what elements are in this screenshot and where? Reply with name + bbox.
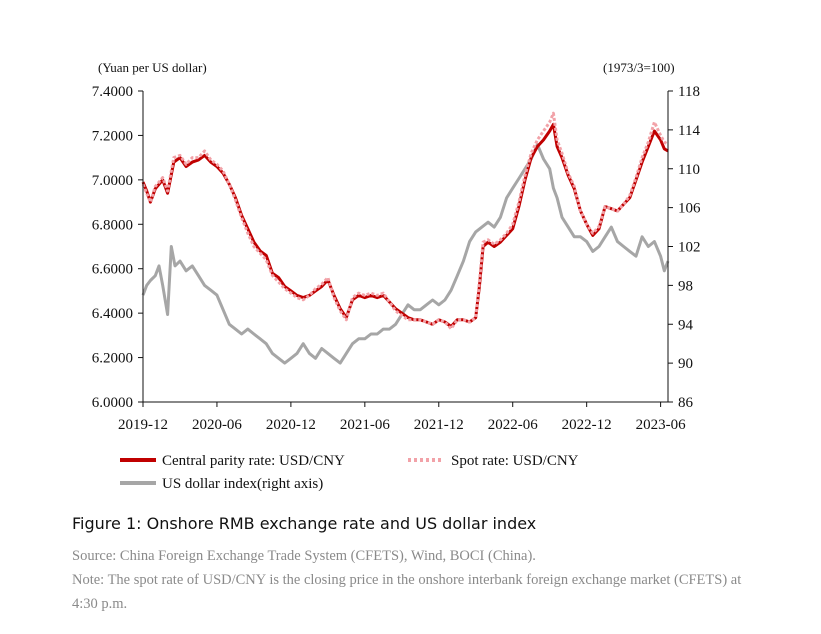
chart: (Yuan per US dollar) (1973/3=100) 7.4000… (92, 60, 701, 492)
left-tick-label: 6.6000 (92, 262, 133, 278)
spot-rate-line (141, 111, 669, 331)
plot-area (141, 111, 670, 365)
footnote: Note: The spot rate of USD/CNY is the cl… (72, 572, 742, 612)
left-tick-label: 6.0000 (92, 395, 133, 411)
right-tick-label: 118 (678, 84, 700, 100)
x-tick-label: 2020-06 (192, 417, 242, 433)
right-tick-label: 86 (678, 395, 694, 411)
left-axis-unit-label: (Yuan per US dollar) (98, 60, 207, 75)
x-tick-label: 2020-12 (266, 417, 316, 433)
x-tick-label: 2019-12 (118, 417, 168, 433)
x-tick-label: 2021-06 (340, 417, 390, 433)
axes: 7.4000 7.2000 7.0000 6.8000 6.6000 6.4000 6.20… (92, 84, 701, 433)
right-tick-label: 114 (678, 123, 700, 139)
x-tick-label: 2022-12 (562, 417, 612, 433)
left-tick-label: 7.4000 (92, 84, 133, 100)
right-tick-label: 110 (678, 162, 700, 178)
left-tick-label: 7.0000 (92, 173, 133, 189)
x-tick-label: 2023-06 (636, 417, 686, 433)
source-note: Source: China Foreign Exchange Trade Sys… (72, 548, 536, 564)
legend-label-central-parity: Central parity rate: USD/CNY (162, 453, 345, 469)
right-tick-label: 106 (678, 201, 701, 217)
legend-label-us-dollar-index: US dollar index(right axis) (162, 476, 323, 492)
legend: Central parity rate: USD/CNY Spot rate: … (120, 453, 579, 492)
right-tick-label: 94 (678, 317, 694, 333)
left-tick-label: 6.2000 (92, 351, 133, 367)
right-tick-label: 98 (678, 278, 693, 294)
us-dollar-index-line (141, 143, 670, 365)
right-tick-label: 102 (678, 240, 701, 256)
left-tick-label: 7.2000 (92, 128, 133, 144)
right-axis-unit-label: (1973/3=100) (603, 60, 675, 75)
left-tick-label: 6.4000 (92, 306, 133, 322)
legend-label-spot-rate: Spot rate: USD/CNY (451, 453, 579, 469)
central-parity-line (141, 122, 669, 328)
x-tick-label: 2022-06 (488, 417, 538, 433)
figure-caption: Figure 1: Onshore RMB exchange rate and … (72, 514, 537, 533)
right-tick-label: 90 (678, 356, 693, 372)
left-tick-label: 6.8000 (92, 217, 133, 233)
x-tick-label: 2021-12 (414, 417, 464, 433)
